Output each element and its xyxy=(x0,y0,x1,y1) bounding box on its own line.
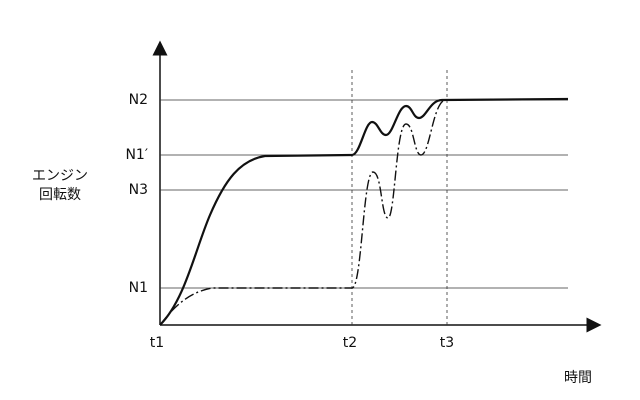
time-lines xyxy=(351,70,448,325)
level-label: N1 xyxy=(129,280,148,296)
level-label: N1′ xyxy=(125,147,148,163)
solid-curve xyxy=(159,97,569,326)
dashdot-curve xyxy=(159,99,447,326)
level-label: N2 xyxy=(129,92,148,108)
y-axis-label: 回転数 xyxy=(39,187,81,203)
time-label: t1 xyxy=(150,335,164,351)
x-axis-label: 時間 xyxy=(564,370,592,386)
y-axis-label: エンジン xyxy=(32,168,88,184)
time-label: t2 xyxy=(343,335,357,351)
level-label: N3 xyxy=(129,182,148,198)
time-label: t3 xyxy=(440,335,454,351)
